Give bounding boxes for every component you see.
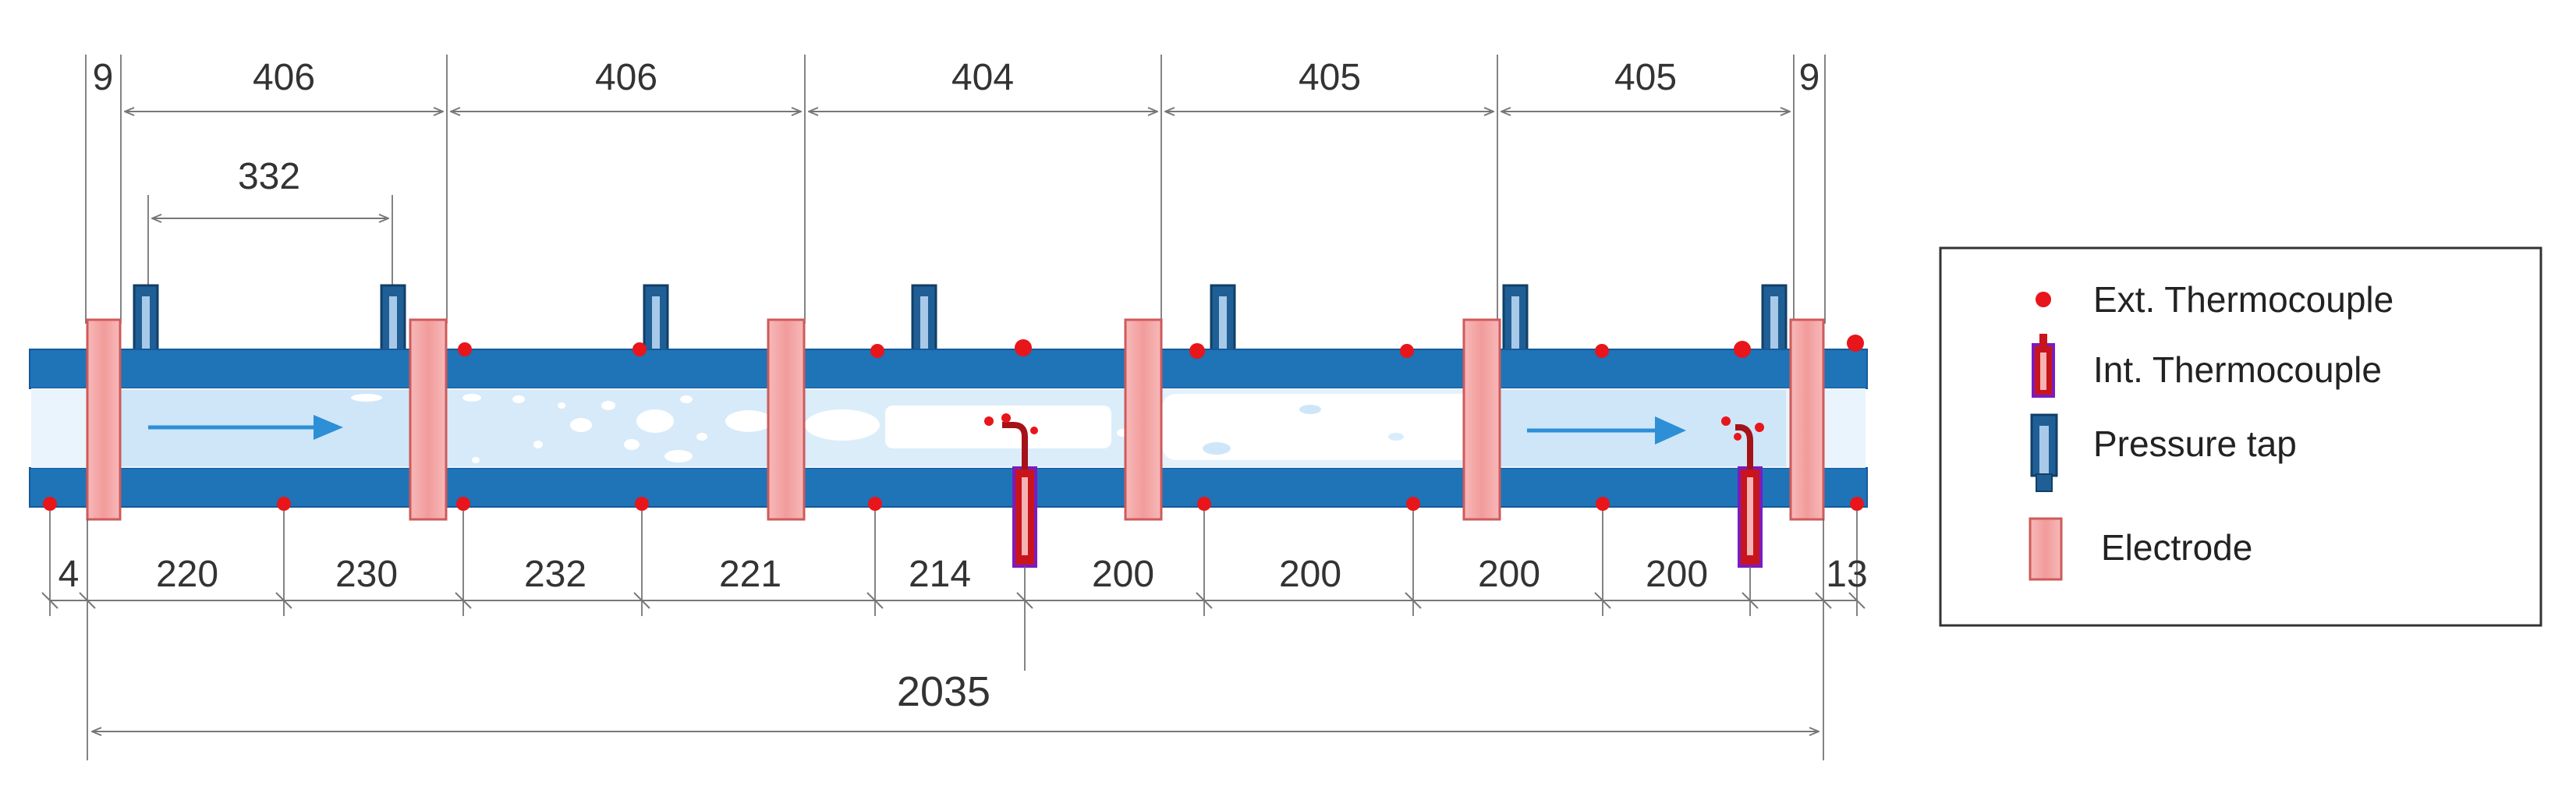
bottom-dimension-labels: 4 220 230 232 221 214 200 200 200 200 13…	[58, 554, 1868, 715]
electrodes	[86, 318, 1825, 521]
bottom-extension-lines	[49, 511, 1858, 760]
vapor-bubble	[570, 418, 592, 432]
vapor-slug	[885, 406, 1111, 448]
legend-label: Ext. Thermocouple	[2093, 279, 2394, 320]
top-dimension-lines	[125, 112, 1790, 218]
dimension-label: 332	[238, 156, 300, 197]
vapor-bubble	[601, 401, 615, 410]
electrode-icon	[2029, 517, 2063, 581]
vapor-bubble	[696, 433, 707, 441]
dimension-label: 200	[1478, 554, 1540, 595]
dimension-label: 405	[1614, 57, 1677, 98]
electrode-icon	[1124, 318, 1163, 521]
legend-label: Int. Thermocouple	[2093, 349, 2382, 390]
ext-thermocouple-dot	[1197, 497, 1211, 511]
bottom-dimension-lines	[41, 592, 1866, 731]
vapor-bubble	[636, 409, 674, 433]
ext-thermocouple-dot	[1595, 344, 1609, 358]
ext-thermocouples-bottom	[43, 497, 1864, 511]
ext-thermocouple-dot	[277, 497, 291, 511]
dimension-label: 221	[719, 554, 781, 595]
pressure-tap-icon	[2030, 413, 2058, 492]
liquid-droplet	[1299, 405, 1321, 414]
electrode-icon	[409, 318, 448, 521]
flow-arrows	[148, 415, 1686, 445]
ext-thermocouple-dot	[1015, 339, 1032, 356]
legend-label: Electrode	[2101, 527, 2252, 568]
vapor-slug	[1162, 394, 1490, 460]
ext-thermocouple-dot	[868, 497, 882, 511]
dimension-label: 406	[595, 57, 657, 98]
liquid-droplet	[1203, 442, 1231, 455]
vapor-bubble	[512, 395, 525, 403]
vapor-bubble	[533, 441, 543, 448]
int-thermocouple-icon	[2032, 334, 2055, 398]
vapor-bubbles	[351, 394, 1490, 463]
vapor-bubble	[680, 395, 693, 403]
legend-item-pressure-tap: Pressure tap	[2030, 413, 2297, 492]
vapor-bubble	[624, 439, 640, 450]
total-length-label: 2035	[897, 668, 990, 715]
ext-thermocouple-dot	[1850, 497, 1864, 511]
electrode-icon	[1462, 318, 1501, 521]
electrode-icon	[86, 318, 122, 521]
ext-thermocouples-top	[458, 335, 1864, 359]
electrode-icon	[1789, 318, 1825, 521]
dimension-label: 200	[1646, 554, 1708, 595]
electrode-icon	[767, 318, 806, 521]
vapor-bubble	[472, 457, 480, 463]
ext-thermocouple-dot	[1847, 335, 1864, 352]
dimension-label: 200	[1092, 554, 1154, 595]
vapor-bubble	[805, 409, 880, 441]
dimension-label: 405	[1299, 57, 1361, 98]
vapor-bubble	[558, 402, 565, 409]
dimension-label: 404	[951, 57, 1014, 98]
ext-thermocouple-dot	[870, 344, 884, 358]
ext-thermocouple-dot	[1734, 341, 1751, 358]
vapor-bubble	[462, 394, 481, 402]
dimension-label: 220	[156, 554, 218, 595]
vapor-bubble	[351, 394, 382, 402]
pipe-bottom-wall	[29, 467, 1868, 508]
legend: Ext. Thermocouple Int. Thermocouple Pres…	[1939, 246, 2542, 627]
ext-thermocouple-dot	[632, 342, 647, 356]
dimension-label: 214	[909, 554, 971, 595]
ext-thermocouple-dot	[458, 342, 472, 356]
flow-direction-arrow	[148, 415, 343, 440]
dimension-label: 230	[335, 554, 398, 595]
ext-thermocouple-dot	[635, 497, 649, 511]
flow-direction-arrow	[1527, 416, 1686, 445]
ext-thermocouple-dot	[43, 497, 57, 511]
legend-item-ext-thermocouple: Ext. Thermocouple	[2036, 279, 2394, 320]
legend-label: Pressure tap	[2093, 423, 2297, 464]
vapor-bubble	[664, 450, 693, 462]
ext-thermocouple-icon	[2036, 292, 2051, 307]
legend-item-int-thermocouple: Int. Thermocouple	[2032, 334, 2382, 398]
dimension-label: 9	[93, 57, 114, 98]
ext-thermocouple-dot	[1596, 497, 1610, 511]
pipe-top-wall	[29, 349, 1868, 389]
liquid-droplet	[1388, 433, 1404, 441]
dimension-label: 406	[253, 57, 315, 98]
ext-thermocouple-dot	[1400, 344, 1414, 358]
dimension-label: 9	[1799, 57, 1820, 98]
ext-thermocouple-dot	[1406, 497, 1420, 511]
ext-thermocouple-dot	[456, 497, 470, 511]
vapor-bubble	[725, 410, 772, 432]
dimension-label: 4	[58, 554, 80, 595]
ext-thermocouple-dot	[1189, 343, 1205, 359]
dimension-label: 13	[1826, 554, 1867, 595]
top-extension-lines	[85, 55, 1826, 324]
dimension-label: 232	[524, 554, 586, 595]
dimension-label: 200	[1279, 554, 1341, 595]
top-dimension-labels: 9 406 406 404 405 405 9 332	[93, 57, 1820, 197]
legend-item-electrode: Electrode	[2029, 517, 2252, 581]
